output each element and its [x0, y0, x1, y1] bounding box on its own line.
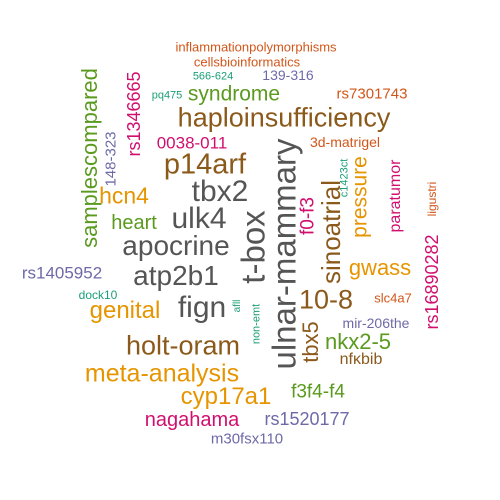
word-pq475: pq475	[151, 89, 183, 102]
word-nkx2-5: nkx2-5	[324, 329, 392, 354]
word-0038-011: 0038-011	[156, 133, 228, 153]
word-cellsbioinformatics: cellsbioinformatics	[193, 54, 301, 70]
word-139-316: 139-316	[262, 67, 314, 83]
word-nfkbib: nfκbib	[339, 351, 383, 368]
word-tbx2: tbx2	[191, 175, 249, 208]
word-148-323: 148-323	[102, 131, 120, 187]
word-ligustri: ligustri	[425, 181, 439, 217]
word-apocrine: apocrine	[122, 230, 230, 261]
word-rs1520177: rs1520177	[264, 409, 350, 429]
word-pressure: pressure	[348, 156, 372, 238]
word-genital: genital	[89, 297, 161, 324]
word-holt-oram: holt-oram	[125, 330, 241, 361]
word-rs1346665: rs1346665	[124, 71, 144, 157]
word-hcn4: hcn4	[99, 182, 149, 209]
word-m30fsx110: m30fsx110	[210, 430, 284, 448]
word-mir-206the: mir-206the	[342, 315, 410, 331]
word-meta-analysis: meta-analysis	[84, 359, 240, 388]
word-fign: fign	[177, 291, 227, 324]
word-gwass: gwass	[348, 255, 412, 280]
word-t-box: t-box	[234, 210, 272, 284]
word-non-emt: non-emt	[250, 303, 263, 345]
word-3d-matrigel: 3d-matrigel	[309, 134, 381, 150]
word-rs1405952: rs1405952	[21, 263, 103, 283]
word-syndrome: syndrome	[187, 82, 281, 106]
word-tbx5: tbx5	[298, 321, 323, 363]
word-haploinsufficiency: haploinsufficiency	[177, 102, 391, 133]
word-dock10: dock10	[78, 288, 118, 302]
word-f3f4-f4: f3f4-f4	[291, 381, 345, 403]
word-f0-f3: f0-f3	[297, 196, 319, 236]
word-rs7301743: rs7301743	[336, 85, 408, 103]
word-slc4a7: slc4a7	[374, 290, 412, 306]
word-ulk4: ulk4	[171, 202, 227, 235]
word-ulnar-mammary: ulnar-mammary	[265, 138, 303, 370]
word-samplescompared: samplescompared	[77, 68, 102, 248]
word-heart: heart	[111, 212, 157, 234]
word-atp2b1: atp2b1	[133, 260, 219, 291]
word-566-624: 566-624	[192, 70, 234, 83]
word-sinoatrial: sinoatrial	[316, 179, 346, 285]
word-nagahama: nagahama	[144, 409, 240, 431]
word-10-8: 10-8	[298, 284, 354, 315]
word-paratumor: paratumor	[387, 159, 404, 233]
word-rs16890282: rs16890282	[422, 234, 442, 330]
word-afll: afll	[232, 299, 243, 313]
word-inflammationpolymorphisms: inflammationpolymorphisms	[175, 39, 337, 55]
word-cyp17a1: cyp17a1	[180, 383, 272, 410]
word-p14arf: p14arf	[163, 148, 247, 181]
